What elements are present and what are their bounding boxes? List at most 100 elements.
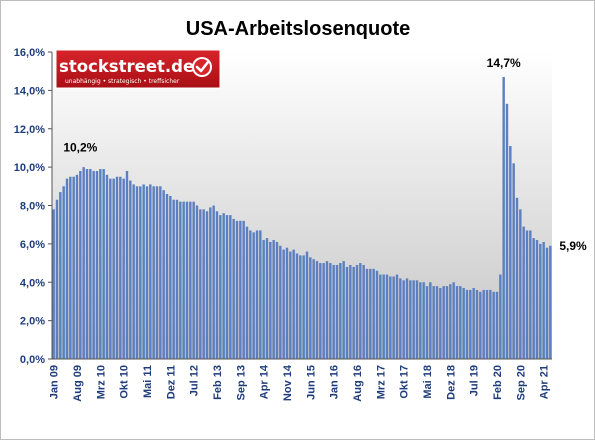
bar: [495, 291, 499, 359]
bar: [499, 274, 502, 359]
bar: [392, 276, 395, 359]
bar: [142, 184, 145, 359]
bar: [72, 176, 75, 359]
bar: [242, 220, 245, 359]
bar: [382, 274, 385, 359]
y-tick-label: 8,0%: [20, 201, 45, 213]
bar: [112, 178, 115, 359]
bar: [389, 276, 392, 359]
y-tick-label: 14,0%: [14, 85, 45, 97]
bar: [152, 186, 155, 359]
logo-tagline-text: unabhängig • strategisch • treffsicher: [65, 78, 180, 85]
bar: [405, 278, 409, 359]
data-label: 5,9%: [559, 239, 587, 253]
bar: [322, 263, 325, 359]
bar: [75, 174, 79, 359]
bar: [489, 289, 492, 359]
bar: [82, 167, 85, 360]
bar: [502, 76, 505, 359]
bar: [335, 264, 339, 359]
bar: [402, 280, 405, 359]
bar: [269, 241, 272, 359]
bar: [132, 184, 135, 359]
bar: [92, 170, 95, 359]
x-tick-label: Jun 15: [305, 365, 317, 400]
y-tick-label: 12,0%: [14, 124, 45, 136]
bar: [212, 205, 215, 359]
bar: [125, 170, 129, 359]
bar: [255, 230, 259, 359]
bar: [452, 282, 455, 359]
bar: [55, 199, 59, 359]
bar: [509, 146, 512, 359]
bar: [105, 174, 109, 359]
stockstreet-logo: stockstreet.de unabhängig • strategisch …: [55, 49, 221, 89]
bar: [465, 289, 469, 359]
bar: [229, 215, 232, 359]
bar: [479, 291, 482, 359]
bar: [195, 205, 199, 359]
data-label: 10,2%: [63, 140, 97, 154]
bar: [149, 184, 152, 359]
chart-title: USA-Arbeitslosenquote: [186, 18, 410, 40]
bar: [442, 286, 445, 359]
bar: [145, 186, 149, 359]
bar: [85, 169, 89, 359]
bar: [375, 270, 379, 359]
bar: [275, 241, 279, 359]
bar: [185, 201, 189, 359]
bar: [432, 286, 435, 359]
bar: [529, 230, 532, 359]
x-tick-label: Sep 20: [515, 365, 527, 400]
bar: [492, 291, 495, 359]
bar: [455, 286, 459, 359]
bar: [192, 201, 195, 359]
bar: [99, 169, 102, 359]
bar: [439, 288, 442, 359]
bar: [172, 199, 175, 359]
bar: [312, 259, 315, 359]
annotations: 10,2% 14,7% 5,9%: [63, 56, 587, 253]
bar: [395, 274, 399, 359]
y-tick-label: 2,0%: [20, 316, 45, 328]
x-tick-label: Okt 17: [399, 365, 411, 399]
bar: [79, 170, 82, 359]
bar: [249, 230, 252, 359]
y-tick-label: 10,0%: [14, 162, 45, 174]
bar: [299, 255, 302, 359]
bar: [305, 251, 309, 359]
bar: [169, 195, 172, 359]
bar: [295, 253, 299, 359]
bar: [399, 278, 402, 359]
bar: [292, 249, 295, 359]
bar: [159, 186, 162, 359]
bar: [359, 263, 362, 359]
bar: [165, 193, 169, 359]
bar: [445, 286, 449, 359]
bar: [545, 247, 549, 359]
bar: [59, 192, 62, 359]
logo-brand-text: stockstreet.de: [59, 57, 194, 76]
x-tick-label: Apr 21: [539, 365, 551, 399]
bar: [65, 178, 69, 359]
bar: [482, 289, 485, 359]
bar: [155, 186, 159, 359]
x-tick-label: Feb 20: [492, 365, 504, 400]
bar: [352, 266, 355, 359]
bar: [412, 280, 415, 359]
bar: [485, 289, 489, 359]
x-tick-label: Mrz 10: [95, 365, 107, 399]
bar: [219, 215, 222, 359]
bar: [409, 280, 412, 359]
bar: [355, 264, 359, 359]
y-tick-label: 16,0%: [14, 47, 45, 59]
bar: [265, 238, 269, 359]
bar: [129, 180, 132, 359]
x-tick-label: Dez 18: [445, 365, 457, 400]
y-tick-label: 6,0%: [20, 239, 45, 251]
plot-area: [52, 52, 552, 359]
x-tick-label: Jul 19: [469, 365, 481, 396]
bar-series: [52, 76, 552, 360]
bar: [532, 238, 535, 359]
